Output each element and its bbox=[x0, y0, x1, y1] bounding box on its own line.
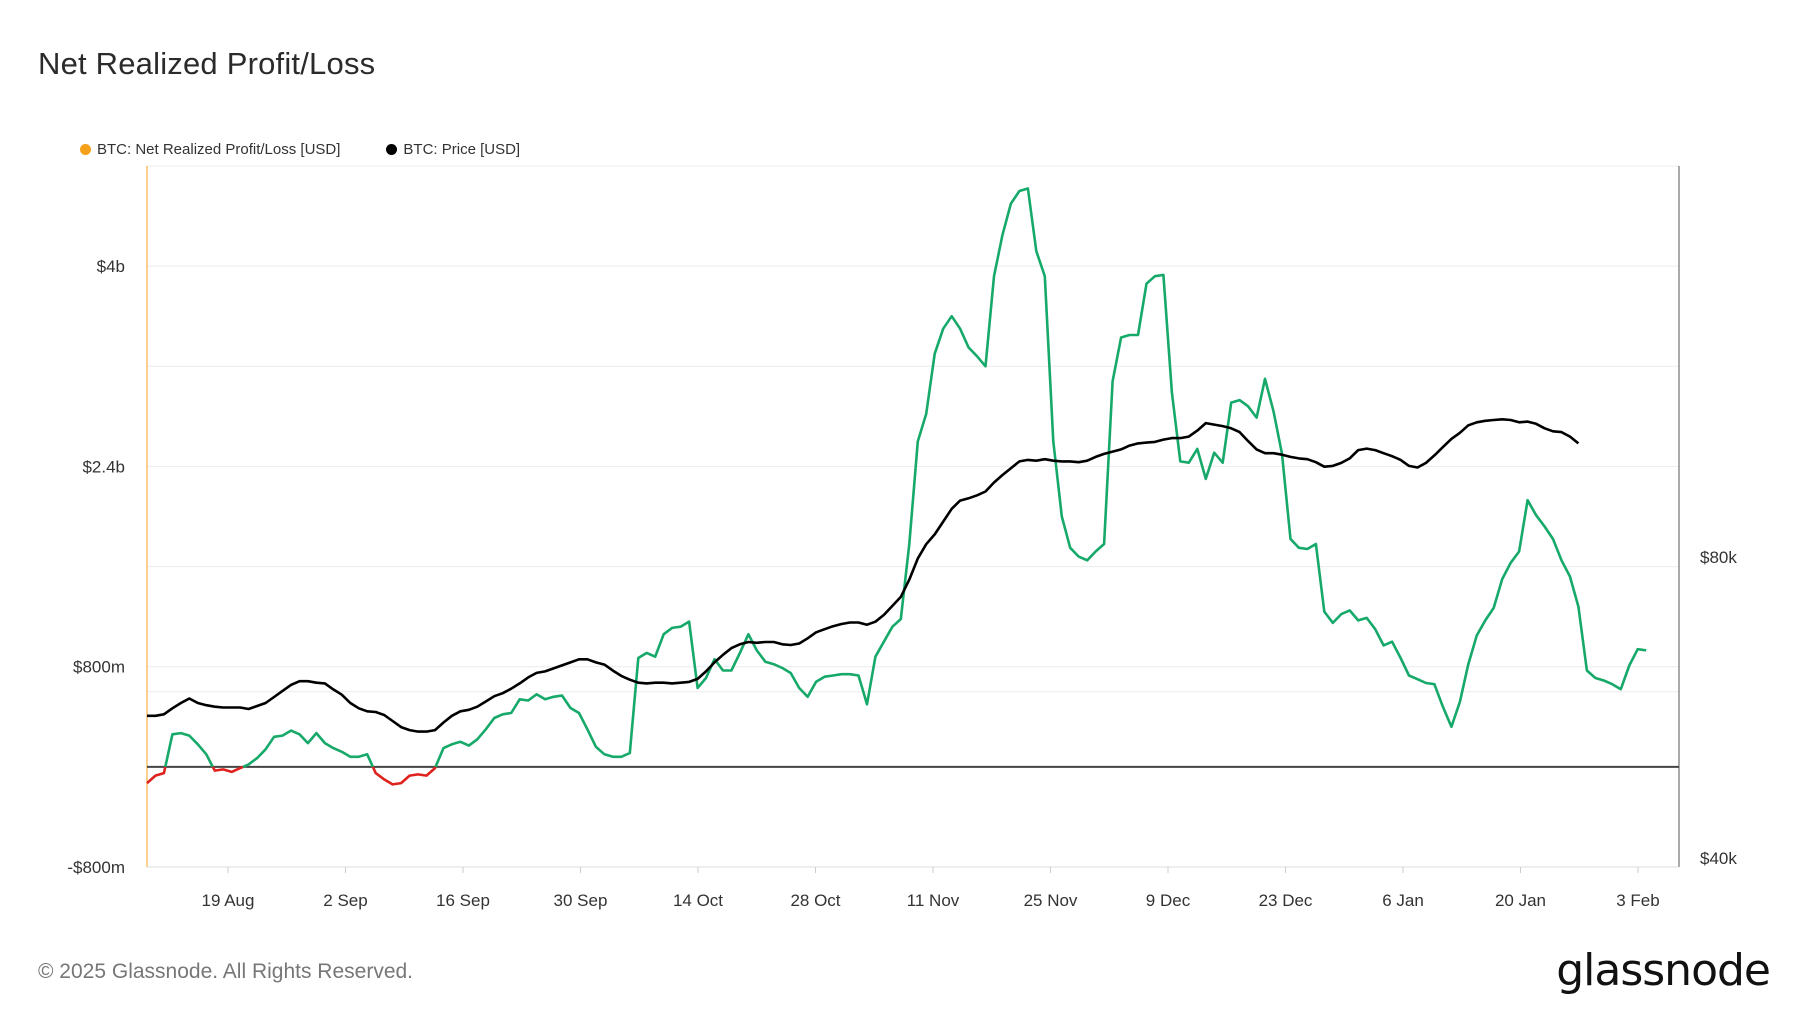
x-tick-label: 11 Nov bbox=[907, 891, 960, 910]
left-tick-label: -$800m bbox=[67, 858, 125, 877]
x-tick-label: 25 Nov bbox=[1024, 891, 1078, 910]
left-tick-label: $2.4b bbox=[82, 457, 125, 476]
x-tick-label: 2 Sep bbox=[323, 891, 367, 910]
x-tick-label: 20 Jan bbox=[1495, 891, 1546, 910]
npl-profit-line-3 bbox=[242, 729, 375, 769]
x-tick-label: 9 Dec bbox=[1146, 891, 1191, 910]
npl-profit-line-1 bbox=[164, 731, 214, 768]
left-tick-label: $800m bbox=[73, 658, 125, 677]
chart-legend: BTC: Net Realized Profit/Loss [USD] BTC:… bbox=[80, 141, 520, 158]
x-tick-label: 30 Sep bbox=[554, 891, 608, 910]
x-tick-label: 6 Jan bbox=[1382, 891, 1424, 910]
legend-label-npl: BTC: Net Realized Profit/Loss [USD] bbox=[97, 141, 341, 158]
right-tick-label: $40k bbox=[1700, 849, 1737, 868]
x-tick-label: 3 Feb bbox=[1616, 891, 1659, 910]
x-tick-label: 19 Aug bbox=[202, 891, 255, 910]
price-line bbox=[147, 417, 1580, 733]
npl-loss-line-2 bbox=[211, 765, 244, 774]
legend-item-npl[interactable]: BTC: Net Realized Profit/Loss [USD] bbox=[80, 141, 340, 158]
npl-loss-line-4 bbox=[371, 766, 437, 786]
copyright-footer: © 2025 Glassnode. All Rights Reserved. bbox=[38, 960, 414, 983]
legend-dot-npl bbox=[80, 144, 91, 155]
legend-dot-price bbox=[386, 144, 398, 155]
glassnode-logo: glassnode bbox=[1556, 945, 1771, 996]
x-tick-label: 23 Dec bbox=[1259, 891, 1313, 910]
chart-title: Net Realized Profit/Loss bbox=[38, 46, 376, 81]
right-tick-label: $80k bbox=[1700, 548, 1737, 567]
legend-item-price[interactable]: BTC: Price [USD] bbox=[386, 141, 520, 158]
npl-profit-line-5 bbox=[434, 187, 1647, 768]
x-tick-label: 14 Oct bbox=[673, 891, 723, 910]
x-tick-label: 16 Sep bbox=[436, 891, 490, 910]
legend-label-price: BTC: Price [USD] bbox=[403, 141, 521, 158]
npl-loss-line-0 bbox=[146, 766, 167, 785]
left-tick-label: $4b bbox=[97, 257, 125, 276]
x-tick-label: 28 Oct bbox=[790, 891, 840, 910]
